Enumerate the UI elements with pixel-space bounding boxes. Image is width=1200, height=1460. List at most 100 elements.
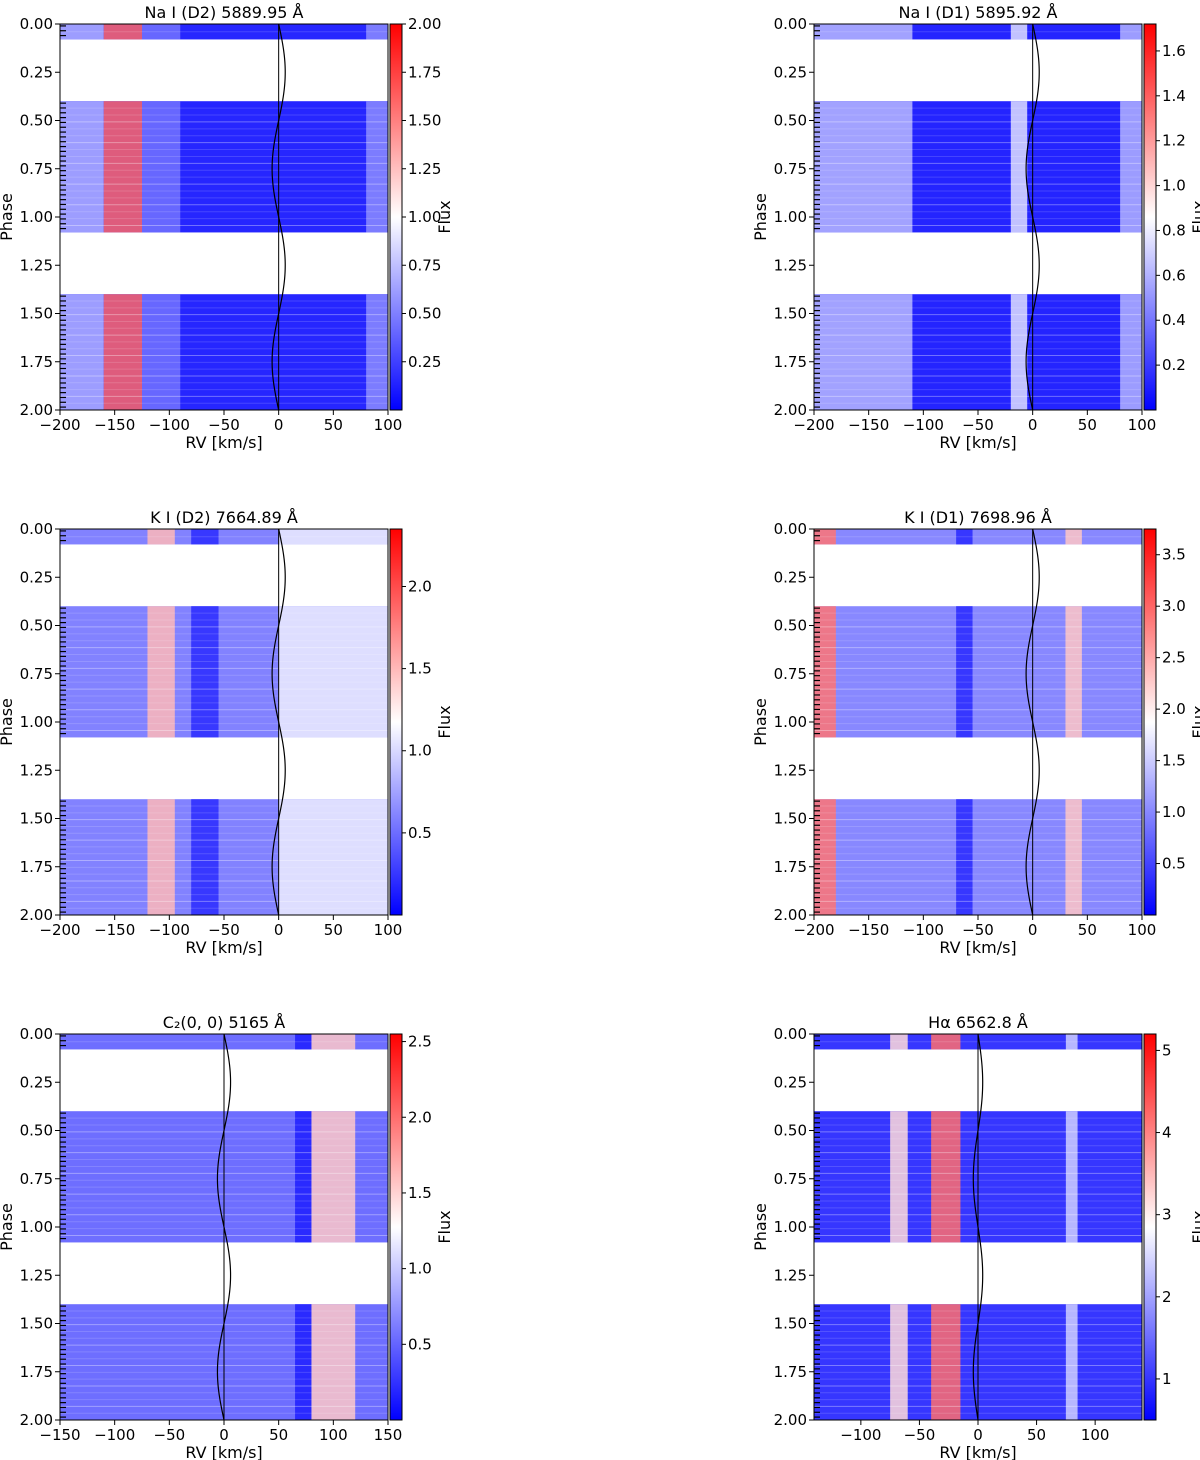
spectral-feature xyxy=(890,1034,908,1050)
y-axis-label: Phase xyxy=(0,698,16,746)
spectral-feature xyxy=(956,606,973,738)
y-tick-label: 2.00 xyxy=(774,906,807,924)
x-tick-label: −50 xyxy=(904,1426,936,1444)
y-tick-label: 1.75 xyxy=(774,1363,807,1381)
y-tick-label: 2.00 xyxy=(20,401,53,419)
spectral-feature xyxy=(147,799,175,915)
colorbar-tick-label: 0.5 xyxy=(408,1335,432,1353)
panel-3: K I (D2) 7664.89 Å −200 −150 −100 −50 0 50 100 0… xyxy=(0,508,454,957)
y-tick-label: 0.25 xyxy=(20,63,53,81)
spectral-feature xyxy=(1010,24,1028,40)
y-tick-label: 0.00 xyxy=(20,1025,53,1043)
colorbar-tick-label: 3 xyxy=(1162,1206,1172,1224)
x-tick-label: −200 xyxy=(793,416,834,434)
x-tick-label: −50 xyxy=(208,921,240,939)
spectral-feature xyxy=(311,1304,356,1420)
y-tick-label: 1.50 xyxy=(774,810,807,828)
chart-title: K I (D1) 7698.96 Å xyxy=(904,508,1052,527)
y-tick-label: 1.75 xyxy=(774,858,807,876)
x-axis-label: RV [km/s] xyxy=(185,433,262,452)
y-tick-label: 2.00 xyxy=(774,1411,807,1429)
spectral-feature xyxy=(295,1304,312,1420)
colorbar-tick-label: 1.0 xyxy=(408,742,432,760)
spectral-feature xyxy=(1120,24,1142,40)
observed-band xyxy=(814,529,1142,545)
y-axis-label: Phase xyxy=(751,1203,770,1251)
spectral-feature xyxy=(311,1034,356,1050)
y-tick-label: 1.75 xyxy=(20,858,53,876)
y-tick-label: 1.50 xyxy=(774,305,807,323)
spectral-feature xyxy=(956,799,973,915)
x-tick-label: 50 xyxy=(324,921,343,939)
colorbar-tick-label: 2.5 xyxy=(408,1033,432,1051)
spectral-feature xyxy=(142,24,181,40)
x-tick-label: 0 xyxy=(1028,416,1038,434)
spectral-feature xyxy=(147,529,175,545)
y-tick-label: 1.75 xyxy=(20,1363,53,1381)
colorbar-label: Flux xyxy=(435,705,454,738)
y-tick-label: 0.75 xyxy=(774,1170,807,1188)
x-tick-label: 50 xyxy=(269,1426,288,1444)
spectral-feature xyxy=(1065,1111,1078,1243)
spectral-feature xyxy=(890,1304,908,1420)
y-tick-label: 0.75 xyxy=(20,160,53,178)
spectral-feature xyxy=(311,1111,356,1243)
spectral-feature xyxy=(278,799,388,915)
y-tick-label: 0.75 xyxy=(20,665,53,683)
heatmap-image xyxy=(60,24,388,410)
x-tick-label: 100 xyxy=(1128,416,1157,434)
spectral-feature xyxy=(931,1111,961,1243)
spectral-feature xyxy=(103,101,142,233)
y-axis-label: Phase xyxy=(0,193,16,241)
spectral-feature xyxy=(103,294,142,410)
x-tick-label: −100 xyxy=(903,921,944,939)
y-tick-label: 1.25 xyxy=(774,1266,807,1284)
spectral-feature xyxy=(60,101,104,233)
colorbar-tick-label: 2 xyxy=(1162,1288,1172,1306)
x-axis-label: RV [km/s] xyxy=(939,433,1016,452)
colorbar-tick-label: 5 xyxy=(1162,1041,1172,1059)
spectral-feature xyxy=(814,606,836,738)
spectral-feature xyxy=(366,294,388,410)
rv-curve xyxy=(1025,529,1040,915)
y-tick-label: 1.25 xyxy=(20,1266,53,1284)
x-tick-label: 100 xyxy=(374,921,403,939)
spectral-feature xyxy=(1120,101,1142,233)
x-tick-label: 50 xyxy=(1027,1426,1046,1444)
x-tick-label: −100 xyxy=(149,416,190,434)
colorbar-tick-label: 1.0 xyxy=(1162,177,1186,195)
heatmap-image xyxy=(814,1034,1142,1420)
x-tick-label: −150 xyxy=(39,1426,80,1444)
spectral-feature xyxy=(60,24,104,40)
rv-curve xyxy=(972,1034,984,1420)
rv-curve xyxy=(1025,24,1040,410)
spectral-feature xyxy=(1120,294,1142,410)
spectral-feature xyxy=(60,294,104,410)
y-tick-label: 0.25 xyxy=(774,63,807,81)
y-tick-label: 0.00 xyxy=(774,15,807,33)
colorbar-tick-label: 0.25 xyxy=(408,353,441,371)
spectral-feature xyxy=(295,1111,312,1243)
colorbar-tick-label: 1.00 xyxy=(408,208,441,226)
panel-6: Hα 6562.8 Å −100 −50 0 50 100 0.00 0.25 0.50 0.75… xyxy=(751,1013,1200,1460)
colorbar-tick-label: 0.2 xyxy=(1162,356,1186,374)
colorbar-tick-label: 1.50 xyxy=(408,112,441,130)
y-tick-label: 1.75 xyxy=(774,353,807,371)
heatmap-image xyxy=(814,24,1142,410)
y-tick-label: 1.00 xyxy=(774,1218,807,1236)
y-tick-label: 0.00 xyxy=(20,520,53,538)
y-tick-label: 1.50 xyxy=(20,1315,53,1333)
colorbar-tick-label: 4 xyxy=(1162,1124,1172,1142)
colorbar-tick-label: 1.4 xyxy=(1162,87,1186,105)
x-tick-label: 50 xyxy=(1078,921,1097,939)
colorbar xyxy=(1143,23,1157,411)
colorbar-tick-label: 0.75 xyxy=(408,256,441,274)
y-tick-label: 0.25 xyxy=(774,568,807,586)
spectral-feature xyxy=(814,101,913,233)
heatmap-image xyxy=(60,529,388,915)
heatmap-image xyxy=(60,1034,388,1420)
x-tick-label: −200 xyxy=(39,416,80,434)
observed-band xyxy=(814,606,1142,738)
spectral-feature xyxy=(1065,529,1082,545)
